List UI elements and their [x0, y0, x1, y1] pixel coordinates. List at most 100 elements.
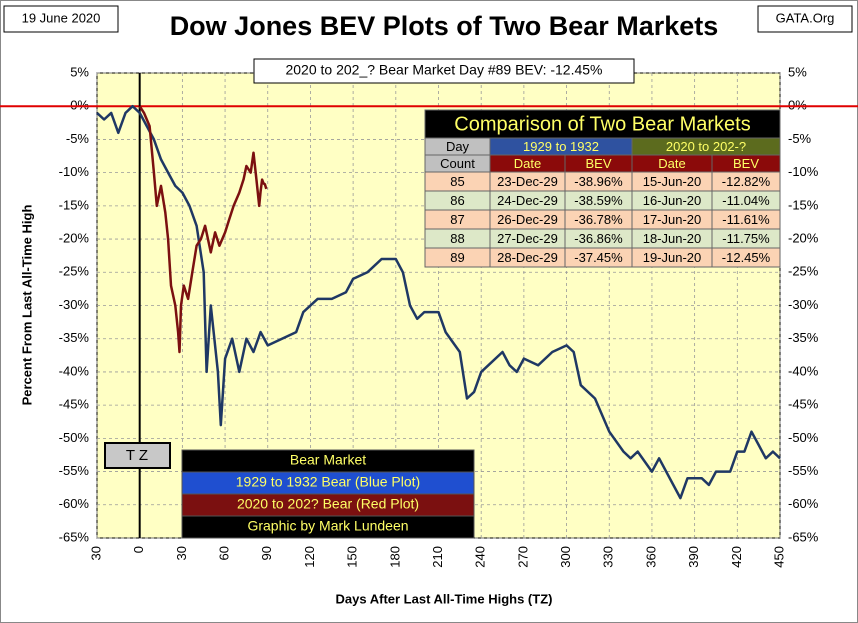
subtitle: 2020 to 202_? Bear Market Day #89 BEV: -…: [285, 62, 602, 78]
table-text: -36.86%: [574, 231, 623, 246]
table-text: 19-Jun-20: [643, 250, 702, 265]
table-text: 85: [450, 174, 464, 189]
y-tick-label: -20%: [59, 231, 90, 246]
table-text: 15-Jun-20: [643, 174, 702, 189]
table-text: -11.04%: [722, 193, 770, 208]
y2-tick-label: -65%: [788, 529, 819, 544]
table-text: 16-Jun-20: [643, 193, 702, 208]
table-text: 23-Dec-29: [497, 174, 558, 189]
legend-text: 2020 to 202? Bear (Red Plot): [237, 496, 419, 512]
table-text: 24-Dec-29: [497, 193, 558, 208]
y2-tick-label: -10%: [788, 164, 819, 179]
y2-tick-label: -5%: [788, 131, 812, 146]
y-tick-label: 0%: [70, 98, 89, 113]
y-tick-label: -65%: [59, 529, 90, 544]
y2-tick-label: 0%: [788, 98, 807, 113]
table-text: 17-Jun-20: [643, 212, 702, 227]
y2-tick-label: -55%: [788, 463, 819, 478]
table-cell: [424, 109, 781, 139]
y2-tick-label: -40%: [788, 363, 819, 378]
x-tick-label: 450: [771, 546, 786, 568]
y2-tick-label: -25%: [788, 264, 819, 279]
table-text: -36.78%: [574, 212, 623, 227]
series-line: [138, 105, 268, 354]
y-tick-label: -10%: [59, 164, 90, 179]
x-tick-label: 90: [259, 546, 274, 560]
x-tick-label: 300: [558, 546, 573, 568]
table-text: 18-Jun-20: [643, 231, 702, 246]
table-text: -12.82%: [722, 174, 771, 189]
x-tick-label: 240: [473, 546, 488, 568]
y-tick-label: 5%: [70, 64, 89, 79]
table-text: 89: [450, 250, 464, 265]
x-tick-label: 30: [88, 546, 103, 560]
table-text: Day: [446, 139, 470, 154]
date-label: 19 June 2020: [22, 10, 101, 25]
y2-tick-label: -20%: [788, 231, 819, 246]
y-tick-label: -55%: [59, 463, 90, 478]
y2-tick-label: -45%: [788, 397, 819, 412]
legend-text: Graphic by Mark Lundeen: [247, 518, 408, 534]
source-box: [757, 5, 853, 33]
table-text: Date: [658, 156, 685, 171]
table-text: 87: [450, 212, 464, 227]
x-tick-label: 420: [729, 546, 744, 568]
table-text: 1929 to 1932: [523, 139, 599, 154]
y-tick-label: -25%: [59, 264, 90, 279]
legend-text: 1929 to 1932 Bear (Blue Plot): [236, 474, 420, 490]
y2-tick-label: 5%: [788, 64, 807, 79]
y-tick-label: -35%: [59, 330, 90, 345]
y2-tick-label: -60%: [788, 496, 819, 511]
table-cell: [711, 247, 781, 268]
y2-tick-label: -35%: [788, 330, 819, 345]
tz-label: T Z: [126, 447, 148, 464]
y-tick-label: -15%: [59, 197, 90, 212]
subtitle-box: [253, 58, 635, 84]
y-axis-label: Percent From Last All-Time High: [19, 205, 34, 406]
series-line: [96, 104, 781, 500]
x-tick-label: 270: [515, 546, 530, 568]
y2-tick-label: -15%: [788, 197, 819, 212]
table-text: Date: [514, 156, 541, 171]
x-tick-label: 0: [131, 546, 146, 553]
chart-title: Dow Jones BEV Plots of Two Bear Markets: [170, 11, 719, 41]
source-label: GATA.Org: [776, 10, 835, 25]
table-text: -11.61%: [722, 212, 770, 227]
table-text: 27-Dec-29: [497, 231, 558, 246]
table-text: 28-Dec-29: [497, 250, 558, 265]
table-text: 2020 to 202-?: [666, 139, 746, 154]
table-text: 88: [450, 231, 464, 246]
y-tick-label: -30%: [59, 297, 90, 312]
x-tick-label: 360: [643, 546, 658, 568]
x-tick-label: 180: [387, 546, 402, 568]
x-tick-label: 60: [217, 546, 232, 560]
tz-box: [104, 442, 171, 469]
table-text: -11.75%: [722, 231, 770, 246]
x-tick-label: 120: [302, 546, 317, 568]
table-text: 86: [450, 193, 464, 208]
y-tick-label: -40%: [59, 363, 90, 378]
x-axis-label: Days After Last All-Time Highs (TZ): [336, 591, 553, 606]
table-text: -38.59%: [574, 193, 623, 208]
y-tick-label: -45%: [59, 397, 90, 412]
date-box: [3, 5, 119, 33]
table-text: -37.45%: [574, 250, 623, 265]
x-tick-label: 210: [430, 546, 445, 568]
table-text: Comparison of Two Bear Markets: [454, 113, 750, 135]
y2-tick-label: -50%: [788, 430, 819, 445]
table-text: -38.96%: [574, 174, 623, 189]
y-tick-label: -60%: [59, 496, 90, 511]
table-text: Count: [440, 156, 475, 171]
y-tick-label: -5%: [66, 131, 90, 146]
x-tick-label: 330: [601, 546, 616, 568]
table-text: BEV: [585, 156, 611, 171]
table-text: BEV: [733, 156, 759, 171]
x-tick-label: 30: [174, 546, 189, 560]
table-text: 26-Dec-29: [497, 212, 558, 227]
table-text: -12.45%: [722, 250, 771, 265]
y2-tick-label: -30%: [788, 297, 819, 312]
legend-row: [181, 515, 475, 539]
legend-text: Bear Market: [290, 452, 366, 468]
x-tick-label: 390: [686, 546, 701, 568]
